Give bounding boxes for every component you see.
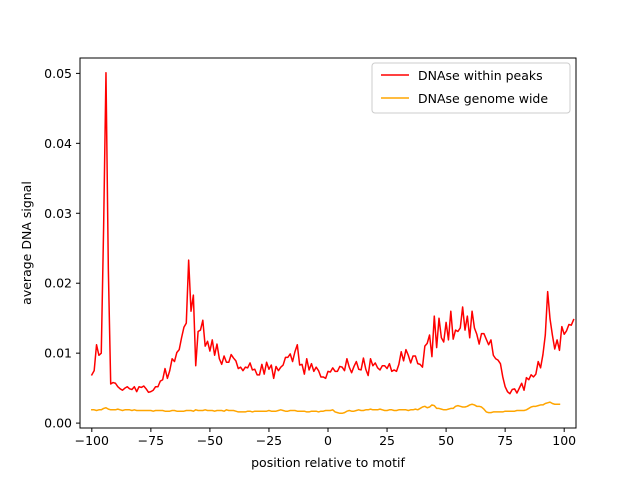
y-tick-label: 0.03 — [44, 206, 72, 221]
y-axis-label: average DNA signal — [19, 181, 34, 305]
series-group — [90, 71, 575, 415]
y-tick-label: 0.04 — [44, 136, 72, 151]
x-tick-label: −100 — [75, 433, 109, 448]
legend: DNAse within peaks DNAse genome wide — [371, 62, 571, 114]
x-tick-label: 0 — [324, 433, 332, 448]
x-axis-label: position relative to motif — [251, 455, 405, 470]
x-tick-label: −75 — [138, 433, 164, 448]
legend-box — [371, 62, 571, 114]
x-tick-label: −50 — [197, 433, 223, 448]
y-tick-label: 0.05 — [44, 66, 72, 81]
x-tick-label: 75 — [497, 433, 513, 448]
x-tick-label: 50 — [438, 433, 454, 448]
legend-label-within-peaks: DNAse within peaks — [418, 68, 543, 83]
y-tick-label: 0.02 — [44, 276, 72, 291]
series-line-1 — [91, 401, 561, 415]
x-axis: −100 −75 −50 −25 0 25 50 75 100 — [75, 428, 576, 448]
x-tick-label: −25 — [256, 433, 282, 448]
x-tick-label: 25 — [379, 433, 395, 448]
y-tick-label: 0.01 — [44, 346, 72, 361]
plot-area — [80, 58, 576, 428]
series-line-0 — [90, 71, 575, 395]
y-axis: 0.00 0.01 0.02 0.03 0.04 0.05 — [44, 66, 80, 431]
x-tick-label: 100 — [552, 433, 576, 448]
legend-label-genome-wide: DNAse genome wide — [418, 91, 548, 106]
y-tick-label: 0.00 — [44, 416, 72, 431]
